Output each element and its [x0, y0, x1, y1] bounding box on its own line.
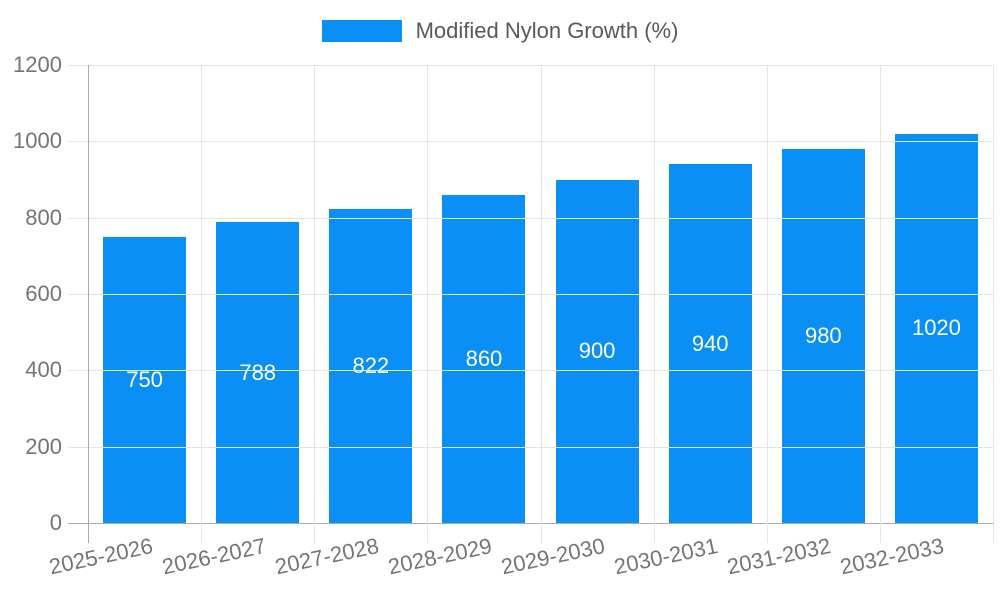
legend-item[interactable]: Modified Nylon Growth (%): [321, 18, 679, 44]
bar-value-label: 822: [352, 353, 390, 379]
bar-value-label: 900: [578, 338, 616, 364]
bar-2028-2029[interactable]: 860: [442, 194, 526, 523]
y-tick-label: 400: [25, 357, 62, 383]
bar-value-label: 980: [804, 322, 842, 348]
bar-2029-2030[interactable]: 900: [555, 179, 639, 523]
gridline-horizontal: [68, 141, 993, 143]
gridline-vertical: [201, 65, 203, 543]
bar-2030-2031[interactable]: 940: [668, 164, 752, 523]
bar-value-label: 940: [691, 330, 729, 356]
gridline-horizontal: [68, 370, 993, 372]
y-tick-label: 200: [25, 433, 62, 459]
bar-2032-2033[interactable]: 1020: [894, 133, 978, 523]
plot-area: 750 788 822 860 900 940 980 1020: [88, 65, 993, 523]
y-tick-label: 0: [49, 510, 62, 535]
gridline-vertical: [653, 65, 655, 543]
y-tick-label: 1000: [13, 128, 62, 154]
gridline-vertical: [766, 65, 768, 543]
gridline-vertical: [993, 65, 994, 543]
gridline-vertical: [427, 65, 429, 543]
y-tick-label: 600: [25, 281, 62, 306]
gridline-vertical: [879, 65, 881, 543]
gridline-horizontal: [68, 446, 993, 448]
y-axis-line: [88, 65, 89, 543]
gridline-horizontal: [68, 217, 993, 219]
legend: Modified Nylon Growth (%): [0, 18, 1000, 44]
bar-value-label: 788: [239, 359, 277, 385]
bar-2031-2032[interactable]: 980: [781, 148, 865, 523]
legend-label: Modified Nylon Growth (%): [415, 18, 679, 43]
x-axis-baseline: [68, 523, 993, 524]
bar-2027-2028[interactable]: 822: [329, 209, 413, 523]
bar-2026-2027[interactable]: 788: [216, 222, 300, 523]
gridline-horizontal: [68, 294, 993, 295]
legend-swatch: [321, 20, 402, 42]
gridline-vertical: [314, 65, 316, 543]
gridline-vertical: [540, 65, 542, 543]
bar-2025-2026[interactable]: 750: [103, 236, 187, 523]
bar-value-label: 860: [465, 345, 503, 371]
gridline-horizontal: [68, 65, 993, 66]
y-tick-label: 800: [25, 204, 62, 230]
bar-value-label: 1020: [911, 315, 961, 341]
y-tick-label: 1200: [13, 52, 62, 77]
